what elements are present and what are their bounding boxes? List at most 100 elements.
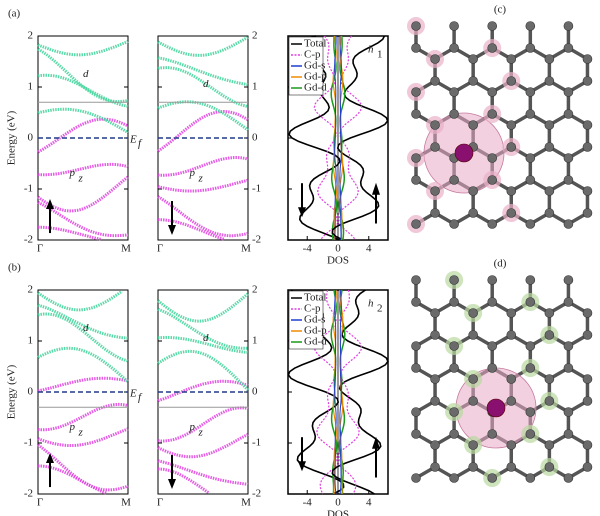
atom — [582, 208, 593, 218]
band-curve — [37, 303, 129, 340]
band-curve — [37, 427, 129, 447]
atom — [430, 208, 440, 218]
spin-arrow-head — [46, 199, 54, 210]
band-curve — [37, 464, 108, 495]
y-axis-label: Energy (eV) — [6, 110, 18, 165]
atom — [582, 120, 593, 130]
atom — [468, 374, 478, 384]
atom — [487, 109, 498, 119]
fermi-label: E — [129, 134, 137, 146]
atom — [411, 407, 421, 417]
y-axis-label: Energy (eV) — [6, 364, 18, 419]
atom — [563, 153, 574, 163]
spin-arrow-head — [298, 461, 306, 472]
band-curve — [157, 379, 249, 403]
band-curve — [38, 225, 102, 241]
atom — [487, 43, 498, 53]
atom — [563, 109, 574, 119]
x-tick-label: 0 — [335, 497, 341, 509]
atom — [411, 43, 421, 53]
band-curve — [157, 467, 210, 495]
atom — [544, 208, 555, 218]
atom — [525, 153, 536, 163]
atom — [468, 54, 478, 64]
panel-label: (c) — [494, 4, 507, 16]
atom — [449, 341, 459, 351]
atom — [449, 109, 459, 119]
band-curve — [37, 47, 129, 104]
atom — [525, 473, 536, 483]
band-curve — [37, 117, 129, 154]
atom — [563, 297, 574, 307]
band-label-p: p — [69, 167, 76, 179]
band-curve — [37, 312, 129, 363]
atom — [449, 275, 459, 285]
y-tick-label: -2 — [24, 488, 33, 500]
atom — [411, 87, 421, 97]
band-curve — [157, 100, 249, 132]
atom — [468, 208, 478, 218]
y-tick-label: 1 — [252, 335, 258, 347]
x-tick-label: 4 — [366, 243, 372, 255]
y-tick-label: -2 — [24, 234, 33, 246]
spin-arrow-head — [168, 225, 176, 236]
legend-label: Gd-p — [304, 325, 327, 337]
atom — [487, 153, 498, 163]
atom — [544, 120, 555, 130]
atom — [468, 396, 478, 406]
x-axis-label: DOS — [327, 255, 349, 267]
atom — [544, 330, 555, 340]
spin-arrow-head — [168, 479, 176, 490]
y-tick-label: 1 — [28, 81, 34, 93]
band-label-p: p — [189, 167, 196, 179]
atom — [582, 330, 593, 340]
band-curve — [37, 162, 129, 177]
y-tick-label: 1 — [28, 335, 34, 347]
y-tick-label: 2 — [252, 284, 258, 296]
atom — [487, 473, 498, 483]
panel-label: (d) — [494, 258, 507, 270]
atom — [544, 440, 555, 450]
atom — [430, 54, 440, 64]
atom — [525, 175, 536, 185]
atom — [525, 363, 536, 373]
legend-label: Gd-p — [304, 71, 327, 83]
atom — [544, 462, 555, 472]
band-curve — [157, 292, 249, 323]
y-tick-label: 2 — [28, 284, 34, 296]
band-label-z: z — [198, 172, 204, 184]
atom — [449, 87, 459, 97]
atom — [468, 308, 478, 318]
atom — [411, 297, 421, 307]
legend-label: Gd-d — [304, 336, 327, 348]
row-tag: h — [368, 44, 374, 56]
legend-label: C-p — [304, 49, 321, 61]
k-label: M — [241, 243, 251, 255]
spin-arrow-head — [372, 182, 380, 195]
atom — [430, 374, 440, 384]
band-label-p: p — [69, 421, 76, 433]
atom — [525, 219, 536, 229]
atom — [544, 374, 555, 384]
band-curve — [157, 178, 249, 193]
spin-arrow-head — [46, 453, 54, 464]
band-curve — [157, 35, 249, 57]
y-tick-label: 1 — [252, 81, 258, 93]
y-tick-label: 0 — [28, 132, 34, 144]
x-axis-label: DOS — [327, 509, 349, 516]
atom — [487, 429, 498, 439]
atom — [563, 363, 574, 373]
band-curve — [157, 56, 249, 87]
dos-curve — [339, 36, 342, 241]
atom — [487, 297, 498, 307]
band-label-d: d — [203, 78, 209, 90]
atom — [506, 142, 517, 152]
atom — [430, 440, 440, 450]
band-curve — [37, 402, 129, 432]
atom — [449, 407, 459, 417]
legend-label: Gd-d — [304, 82, 327, 94]
atom — [506, 54, 517, 64]
atom — [563, 219, 574, 229]
atom — [411, 429, 421, 439]
